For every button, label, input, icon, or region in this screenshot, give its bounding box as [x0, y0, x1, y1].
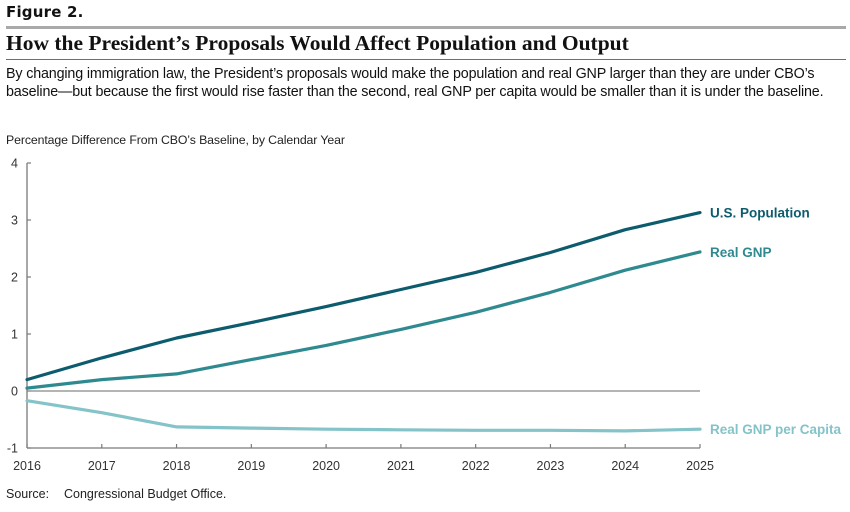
y-tick-label: 4	[11, 157, 18, 171]
x-tick-label: 2025	[686, 459, 714, 473]
source-text: Congressional Budget Office.	[64, 487, 227, 501]
x-tick-label: 2017	[88, 459, 116, 473]
series-line-u-s-population	[25, 211, 702, 382]
x-tick-label: 2016	[13, 459, 41, 473]
series-label-real-gnp-per-capita: Real GNP per Capita	[710, 422, 842, 437]
y-tick-label: 1	[11, 328, 18, 342]
x-tick-label: 2022	[462, 459, 490, 473]
y-tick-label: 2	[11, 271, 18, 285]
figure-label: Figure 2.	[6, 3, 84, 21]
x-tick-label: 2021	[387, 459, 415, 473]
x-tick-label: 2020	[312, 459, 340, 473]
x-tick-label: 2024	[611, 459, 639, 473]
figure-title: How the President’s Proposals Would Affe…	[6, 31, 629, 55]
source-label: Source:	[6, 487, 50, 501]
series-label-u-s-population: U.S. Population	[710, 206, 810, 221]
y-tick-label: 3	[11, 214, 18, 228]
figure-description: By changing immigration law, the Preside…	[6, 66, 824, 100]
x-tick-label: 2019	[237, 459, 265, 473]
series-lines	[25, 211, 702, 433]
series-labels: U.S. Population Real GNP Real GNP per Capi…	[710, 206, 842, 438]
title-rule	[6, 59, 846, 60]
x-tick-label: 2018	[163, 459, 191, 473]
source-note: Source: Congressional Budget Office.	[6, 487, 226, 501]
y-tick-label: 0	[11, 385, 18, 399]
y-tick-label: -1	[7, 442, 18, 456]
axes: -1 0 1 2 3 4 2016 2017 2018 2019 2020 2021 2022 2023 2…	[7, 157, 714, 474]
top-rule	[6, 26, 846, 29]
series-label-real-gnp: Real GNP	[710, 245, 772, 260]
series-line-real-gnp	[25, 250, 702, 390]
series-line-real-gnp-per-capita	[25, 399, 702, 433]
x-tick-label: 2023	[537, 459, 565, 473]
y-axis-label: Percentage Difference From CBO’s Baselin…	[6, 133, 345, 147]
